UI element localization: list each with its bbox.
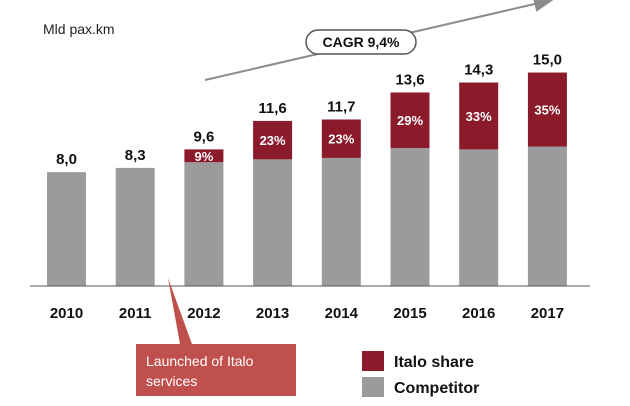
bar-competitor-2015 [390, 147, 430, 286]
bar-competitor-2016 [459, 149, 499, 286]
bar-group-2011: 8,3 [115, 147, 155, 286]
bar-italo-share-2013 [253, 120, 293, 160]
total-label-2011: 8,3 [125, 147, 146, 164]
callout-line-1: Launched of Italo [146, 353, 254, 369]
cagr-pill [305, 29, 417, 55]
callout-pointer [168, 278, 192, 344]
total-label-2010: 8,0 [56, 151, 77, 168]
total-label-2012: 9,6 [193, 128, 214, 145]
legend-label-competitor: Competitor [394, 380, 479, 397]
legend-label-italo-share: Italo share [394, 354, 474, 371]
total-label-2016: 14,3 [464, 62, 493, 79]
launch-callout: Launched of Italo services [136, 278, 296, 396]
bar-italo-share-2015 [390, 92, 430, 148]
bar-group-2017: 35% 15,0 [527, 52, 567, 286]
total-label-2015: 13,6 [395, 71, 424, 88]
x-axis-labels: 2010 2011 2012 2013 2014 2015 2016 2017 [50, 305, 564, 322]
callout-line-2: services [146, 373, 197, 389]
legend-swatch-italo-share [362, 351, 384, 371]
bar-italo-share-2012 [184, 149, 224, 163]
total-label-2014: 11,7 [327, 99, 355, 116]
legend-swatch-competitor [362, 377, 384, 397]
bar-group-2015: 29% 13,6 [390, 71, 430, 286]
total-label-2013: 11,6 [258, 100, 286, 117]
share-label-2014: 23% [328, 132, 354, 147]
bar-group-2013: 23% 11,6 [253, 100, 293, 286]
total-label-2017: 15,0 [533, 52, 562, 69]
x-label-2010: 2010 [50, 305, 83, 322]
bar-competitor-2014 [321, 157, 361, 286]
share-label-2012: 9% [195, 149, 214, 164]
bar-group-2010: 8,0 [47, 151, 86, 286]
bar-group-2012: 9%9,6 [184, 128, 224, 286]
cagr-label: CAGR 9,4% [322, 34, 400, 50]
bar-italo-share-2016 [459, 82, 499, 150]
x-label-2013: 2013 [256, 305, 289, 322]
share-label-2013: 23% [260, 133, 286, 148]
share-label-2015: 29% [397, 113, 423, 128]
unit-label: Mld pax.km [43, 21, 115, 37]
legend: Italo share Competitor [362, 351, 479, 397]
bar-group-2014: 23% 11,7 [321, 99, 361, 286]
x-label-2015: 2015 [393, 305, 426, 322]
x-label-2014: 2014 [325, 305, 359, 322]
x-label-2012: 2012 [187, 305, 220, 322]
bar-italo-share-2014 [321, 119, 361, 158]
bar-competitor-2010 [47, 172, 86, 286]
bar-competitor-2013 [253, 159, 293, 286]
bar-italo-share-2017 [527, 72, 567, 147]
share-label-2017: 35% [534, 103, 560, 118]
x-label-2011: 2011 [119, 305, 152, 322]
bar-competitor-2017 [527, 146, 567, 286]
share-label-2016: 33% [466, 109, 492, 124]
bar-competitor-2011 [115, 167, 155, 286]
callout-box [136, 344, 296, 396]
bars-group: 8,0 8,3 9%9,6 23%11,623%11,729%13,633%14,33… [47, 52, 567, 286]
bar-competitor-2012 [184, 162, 224, 286]
x-label-2017: 2017 [531, 305, 564, 322]
x-label-2016: 2016 [462, 305, 495, 322]
bar-group-2016: 33% 14,3 [459, 62, 499, 286]
